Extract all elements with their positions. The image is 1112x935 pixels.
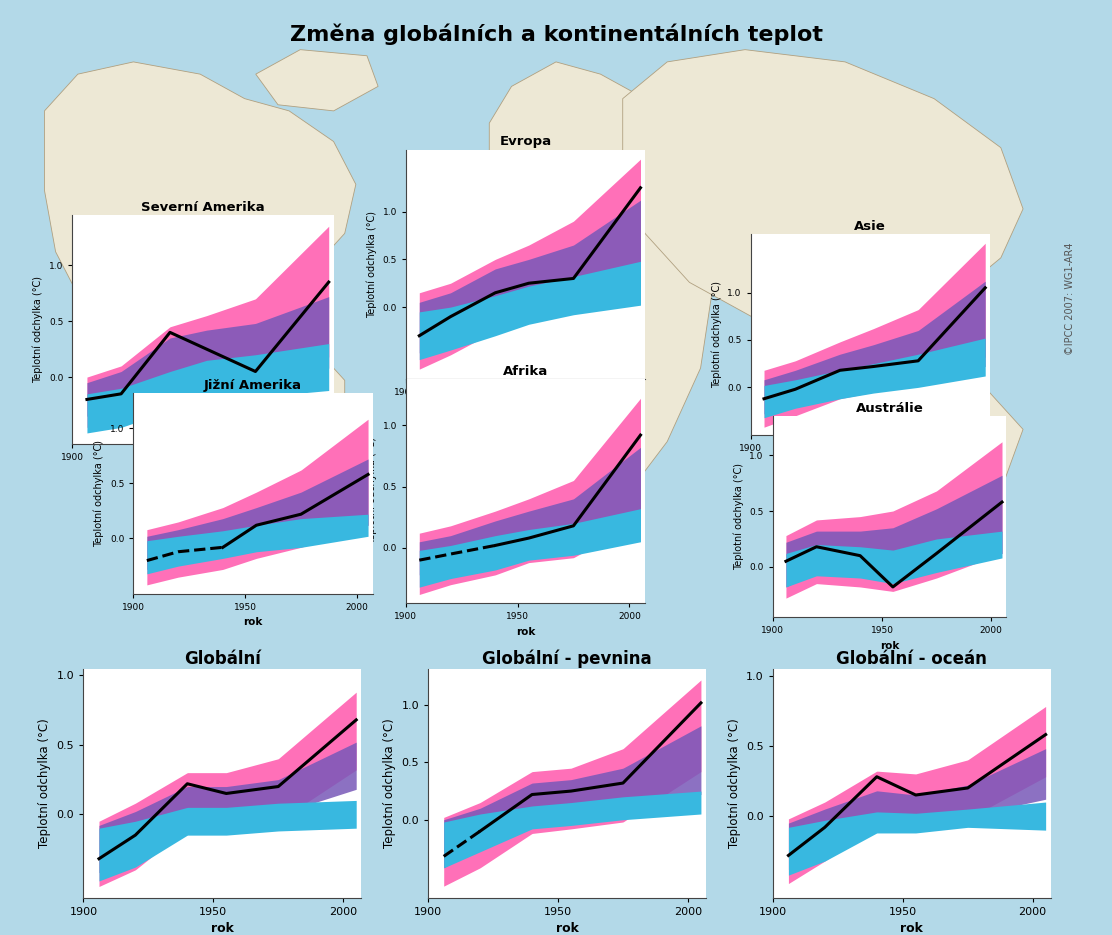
X-axis label: rok: rok — [861, 458, 880, 468]
X-axis label: rok: rok — [516, 626, 535, 637]
Text: Změna globálních a kontinentálních teplot: Změna globálních a kontinentálních teplo… — [289, 23, 823, 45]
Y-axis label: Teplotní odchylka (°C): Teplotní odchylka (°C) — [367, 210, 377, 318]
Y-axis label: Teplotní odchylka (°C): Teplotní odchylka (°C) — [95, 439, 105, 547]
Title: Globální: Globální — [183, 651, 261, 669]
Title: Asie: Asie — [854, 220, 886, 233]
X-axis label: rok: rok — [516, 402, 535, 412]
Y-axis label: Teplotní odchylka (°C): Teplotní odchylka (°C) — [734, 463, 744, 570]
X-axis label: rok: rok — [211, 922, 234, 935]
Polygon shape — [623, 50, 1023, 331]
Y-axis label: Teplotní odchylka (°C): Teplotní odchylka (°C) — [367, 438, 377, 544]
X-axis label: rok: rok — [556, 922, 578, 935]
Text: ©IPCC 2007: WG1-AR4: ©IPCC 2007: WG1-AR4 — [1065, 243, 1074, 355]
X-axis label: rok: rok — [880, 640, 900, 651]
Y-axis label: Teplotní odchylka (°C): Teplotní odchylka (°C) — [33, 276, 43, 383]
Title: Austrálie: Austrálie — [856, 402, 923, 415]
X-axis label: rok: rok — [193, 468, 212, 478]
X-axis label: rok: rok — [901, 922, 923, 935]
Y-axis label: Teplotní odchylka (°C): Teplotní odchylka (°C) — [727, 718, 741, 848]
Polygon shape — [467, 184, 712, 539]
Title: Jižní Amerika: Jižní Amerika — [203, 379, 302, 392]
Polygon shape — [44, 62, 356, 343]
Polygon shape — [256, 50, 378, 111]
Polygon shape — [156, 331, 345, 589]
Y-axis label: Teplotní odchylka (°C): Teplotní odchylka (°C) — [38, 718, 51, 848]
Polygon shape — [489, 62, 667, 196]
Title: Globální - oceán: Globální - oceán — [836, 651, 987, 669]
X-axis label: rok: rok — [244, 617, 262, 627]
Title: Globální - pevnina: Globální - pevnina — [483, 650, 652, 669]
Polygon shape — [834, 368, 1023, 527]
Y-axis label: Teplotní odchylka (°C): Teplotní odchylka (°C) — [383, 718, 396, 848]
Title: Afrika: Afrika — [503, 365, 548, 378]
Title: Evropa: Evropa — [499, 136, 552, 149]
Title: Severní Amerika: Severní Amerika — [141, 201, 265, 214]
Y-axis label: Teplotní odchylka (°C): Teplotní odchylka (°C) — [712, 280, 722, 388]
